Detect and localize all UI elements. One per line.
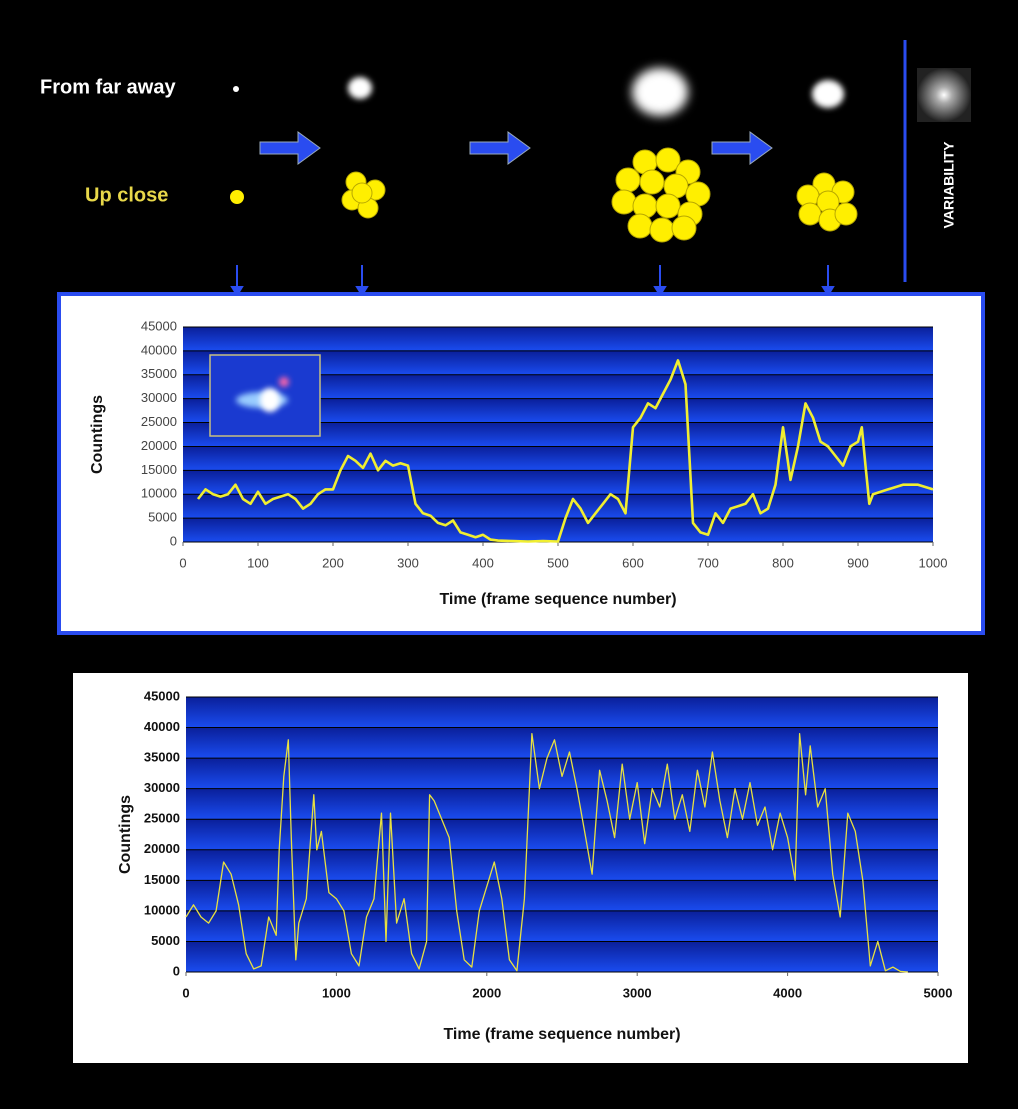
x-tick-label: 900 [847, 555, 869, 570]
variability-label: VARIABILITY [941, 141, 957, 229]
far-dot [233, 86, 239, 92]
y-tick-label: 20000 [141, 438, 177, 453]
x-tick-label: 5000 [924, 985, 953, 1000]
y-tick-label: 10000 [144, 902, 180, 917]
plot-band [186, 819, 938, 850]
x-tick-label: 600 [622, 555, 644, 570]
plot-band [186, 910, 938, 942]
variability-image [917, 68, 971, 122]
y-tick-label: 40000 [141, 342, 177, 357]
charts: 0500010000150002000025000300003500040000… [89, 318, 952, 1043]
x-axis-label: Time (frame sequence number) [443, 1026, 680, 1043]
plot-band [186, 788, 938, 820]
y-tick-label: 15000 [144, 872, 180, 887]
plot-band [183, 518, 933, 542]
plot-band [183, 494, 933, 519]
far-blob [348, 77, 372, 99]
x-tick-label: 1000 [322, 985, 351, 1000]
inset-image [209, 354, 321, 437]
y-tick-label: 0 [170, 533, 177, 548]
data-line [185, 733, 908, 973]
y-tick-label: 35000 [144, 750, 180, 765]
plot-band [186, 941, 938, 972]
far-blob [812, 80, 844, 108]
far-blob [632, 68, 688, 116]
y-tick-label: 15000 [141, 462, 177, 477]
plot-band [186, 849, 938, 881]
y-tick-label: 45000 [141, 318, 177, 333]
x-axis-label: Time (frame sequence number) [439, 591, 676, 608]
x-tick-label: 1000 [919, 555, 948, 570]
y-tick-label: 0 [173, 963, 180, 978]
plot-band [183, 398, 933, 423]
y-tick-label: 30000 [144, 780, 180, 795]
plot-band [186, 880, 938, 911]
x-tick-label: 100 [247, 555, 269, 570]
arrow [259, 131, 773, 165]
y-tick-label: 5000 [148, 510, 177, 525]
x-tick-label: 800 [772, 555, 794, 570]
plot-band [183, 470, 933, 495]
plot-band [183, 327, 933, 351]
y-tick-label: 20000 [144, 841, 180, 856]
y-tick-label: 30000 [141, 390, 177, 405]
x-tick-label: 0 [179, 555, 186, 570]
y-tick-label: 45000 [144, 688, 180, 703]
far-label: From far away [40, 76, 176, 98]
y-tick-label: 40000 [144, 719, 180, 734]
close-label: Up close [85, 184, 168, 206]
plot-band [186, 727, 938, 759]
down-arrow [230, 265, 835, 297]
x-tick-label: 2000 [472, 985, 501, 1000]
cluster [341, 171, 386, 219]
y-tick-label: 35000 [141, 366, 177, 381]
x-tick-label: 300 [397, 555, 419, 570]
x-tick-label: 200 [322, 555, 344, 570]
plot-band [183, 350, 933, 375]
y-tick-label: 25000 [144, 811, 180, 826]
x-tick-label: 0 [182, 985, 189, 1000]
x-tick-label: 3000 [623, 985, 652, 1000]
x-tick-label: 700 [697, 555, 719, 570]
data-line [196, 359, 934, 543]
cluster [611, 147, 711, 243]
x-tick-label: 4000 [773, 985, 802, 1000]
y-tick-label: 5000 [151, 933, 180, 948]
y-tick-label: 10000 [141, 486, 177, 501]
y-tick-label: 25000 [141, 414, 177, 429]
x-tick-label: 500 [547, 555, 569, 570]
x-tick-label: 400 [472, 555, 494, 570]
y-axis-label: Countings [89, 395, 106, 474]
plot-band [186, 697, 938, 728]
close-dot [230, 190, 244, 204]
y-axis-label: Countings [117, 795, 134, 874]
cluster [796, 172, 858, 232]
plot-band [183, 446, 933, 471]
plot-band [183, 374, 933, 399]
plot-band [183, 422, 933, 447]
